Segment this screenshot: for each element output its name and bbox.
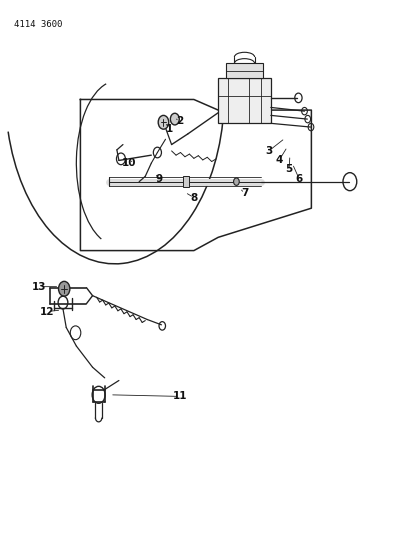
Text: 6: 6	[296, 174, 303, 184]
Circle shape	[234, 178, 239, 185]
Text: 11: 11	[173, 391, 187, 401]
Text: 13: 13	[32, 281, 47, 292]
Text: 4: 4	[275, 156, 283, 165]
Text: 2: 2	[176, 116, 183, 126]
Text: 8: 8	[190, 192, 197, 203]
Text: 9: 9	[156, 174, 163, 184]
Text: 4114 3600: 4114 3600	[13, 20, 62, 29]
Text: 5: 5	[286, 165, 293, 174]
Text: 1: 1	[166, 124, 173, 134]
Circle shape	[158, 115, 169, 129]
Text: 12: 12	[40, 306, 54, 317]
FancyBboxPatch shape	[183, 176, 188, 187]
Circle shape	[171, 114, 179, 125]
Text: 3: 3	[265, 146, 273, 156]
Text: 10: 10	[122, 158, 136, 168]
Circle shape	[58, 281, 70, 296]
Text: 7: 7	[241, 188, 248, 198]
FancyBboxPatch shape	[218, 78, 271, 123]
FancyBboxPatch shape	[226, 63, 263, 78]
